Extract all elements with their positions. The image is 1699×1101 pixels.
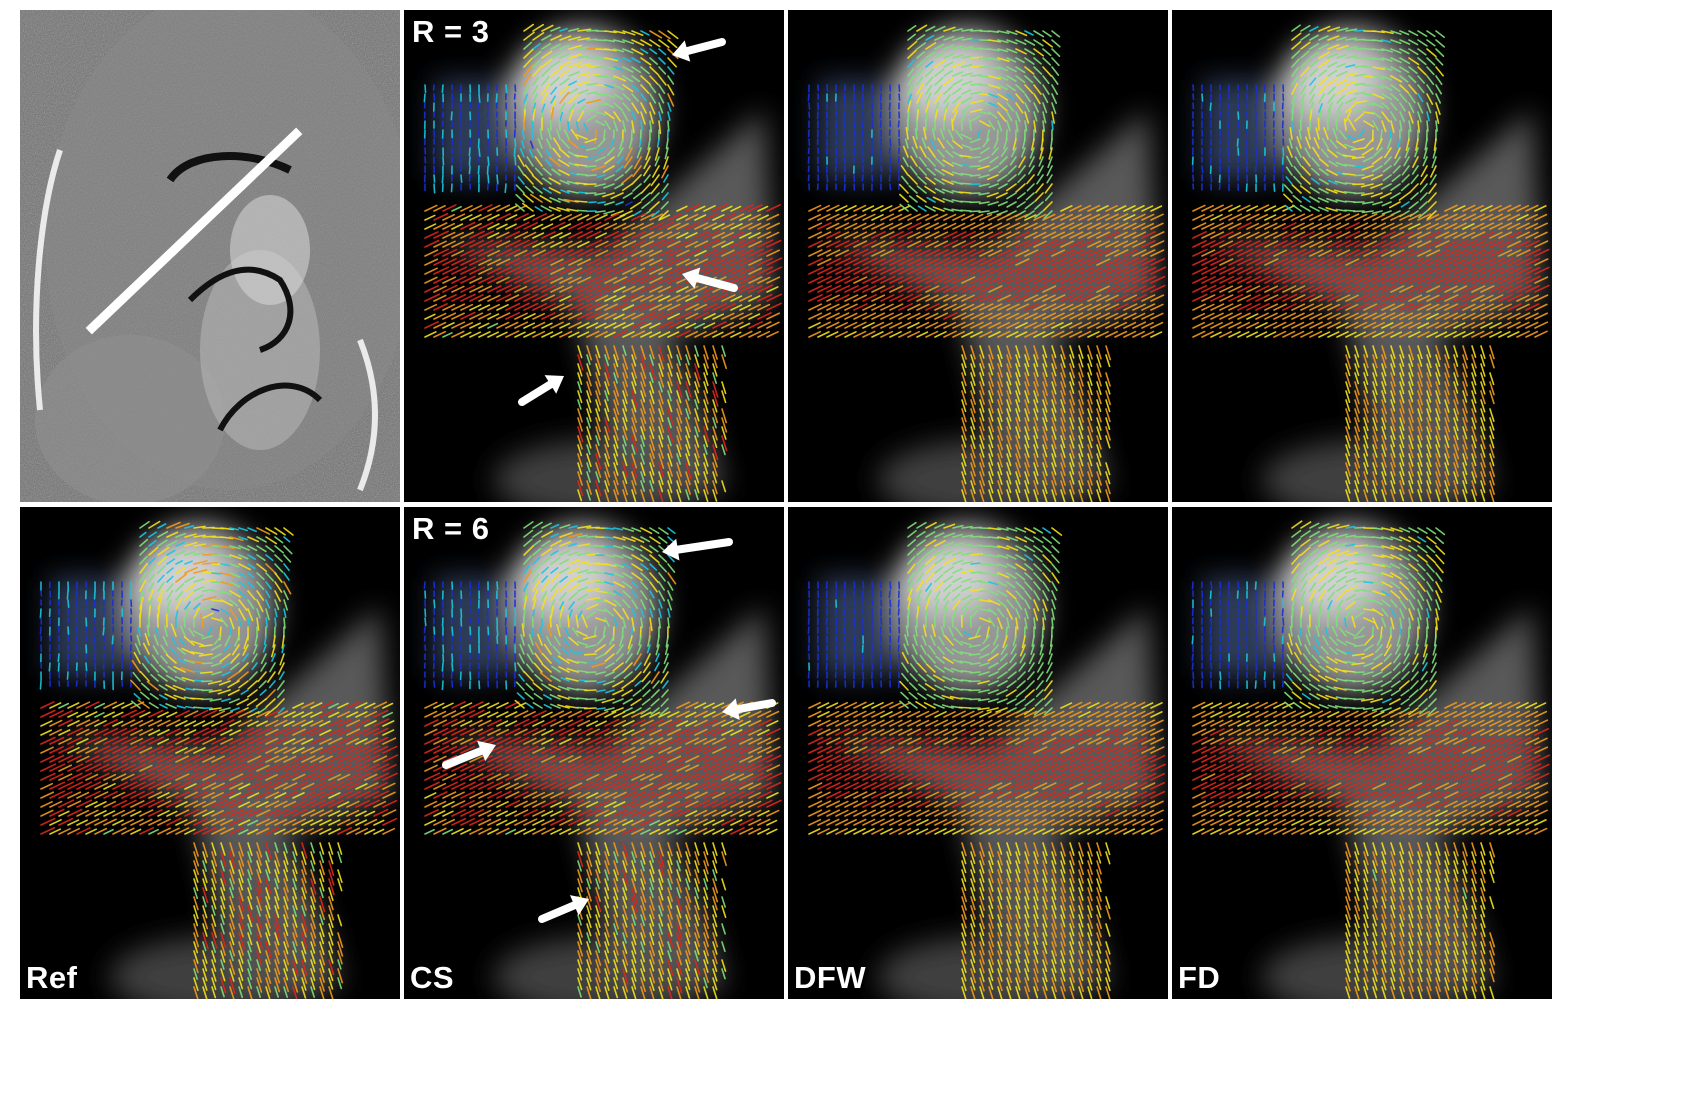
flow-field-r3-dfw (788, 10, 1168, 502)
panel-ref: Ref (20, 507, 400, 999)
panel-r6-cs: R = 6 CS (404, 507, 784, 999)
panel-r3-dfw (788, 10, 1168, 502)
panel-r6-fd: FD (1172, 507, 1552, 999)
panel-r6-dfw: DFW (788, 507, 1168, 999)
panel-magnitude-image (20, 10, 400, 502)
label-ref: Ref (26, 960, 78, 995)
panel-r3-cs: R = 3 (404, 10, 784, 502)
flow-field-r3-fd (1172, 10, 1552, 502)
flow-field-ref (20, 507, 400, 999)
magnitude-image (20, 10, 400, 502)
flow-field-r6-cs (404, 507, 784, 999)
label-dfw: DFW (794, 960, 867, 995)
label-r3: R = 3 (412, 14, 490, 49)
label-r6: R = 6 (412, 511, 490, 546)
flow-field-r6-dfw (788, 507, 1168, 999)
label-fd: FD (1178, 960, 1221, 995)
label-cs: CS (410, 960, 455, 995)
flow-field-r6-fd (1172, 507, 1552, 999)
panel-r3-fd (1172, 10, 1552, 502)
flow-field-r3-cs (404, 10, 784, 502)
figure: R = 3 Ref R = 6 CS DFW FD (20, 10, 1682, 1082)
